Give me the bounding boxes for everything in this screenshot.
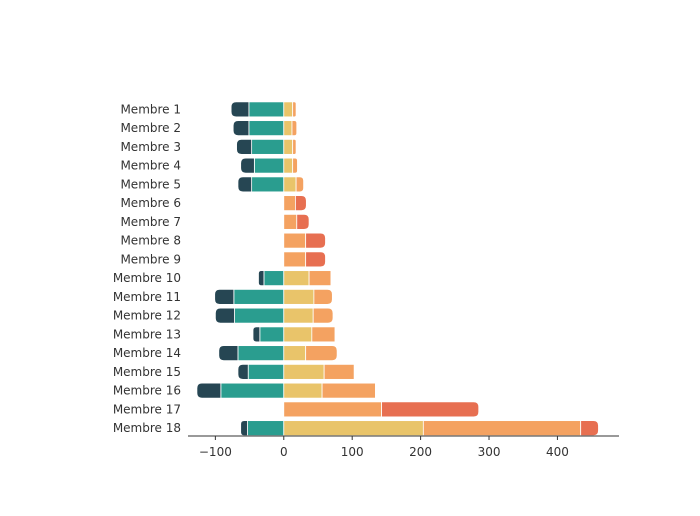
bar-segment [375,382,377,399]
bar-segment [283,213,298,230]
bar-segment [283,345,307,362]
bar-segment [283,138,294,155]
category-label: Membre 2 [120,121,181,135]
bar-segment [214,288,235,305]
bar-segment [283,420,424,437]
bar-segment [312,307,334,324]
bar-segment [283,288,315,305]
bar-segment [381,401,480,418]
bar-segment [305,251,326,268]
bar-segment [232,120,250,137]
bar-segment [283,307,314,324]
category-label: Membre 13 [113,327,181,341]
bar-segment [321,382,376,399]
bar-segment [305,345,338,362]
bar-segment [251,176,285,193]
bar-segment [237,176,253,193]
bar-segment [283,326,313,343]
bar-segment [313,288,333,305]
bar-segment [263,270,285,287]
bar-segment [236,138,253,155]
bar-segment [283,232,307,249]
bar-segment [295,195,307,212]
bar-segment [237,345,285,362]
bar-segment [251,138,285,155]
category-label: Membre 18 [113,421,181,435]
bar-segment [422,420,582,437]
bar-segment [292,157,298,174]
category-label: Membre 12 [113,309,181,323]
bar-segment [292,101,297,118]
category-label: Membre 5 [120,177,181,191]
bar-segment [247,420,285,437]
category-label: Membre 15 [113,365,181,379]
category-label: Membre 3 [120,140,181,154]
bar-segment [252,326,261,343]
bar-segment [580,420,599,437]
bar-segment [295,176,305,193]
category-label: Membre 9 [120,252,181,266]
bar-segment [233,288,285,305]
bar-segment [291,120,298,137]
bar-segment [296,213,310,230]
x-tick-label: 200 [409,445,432,459]
bar-segment [247,363,285,380]
bar-segment [308,270,332,287]
category-label: Membre 1 [120,102,181,116]
bar-segment [292,138,297,155]
bar-segment [323,363,355,380]
category-label: Membre 14 [113,346,181,360]
bar-segment [283,251,307,268]
bar-segment [220,382,285,399]
bar-segment [218,345,239,362]
x-tick-label: 0 [280,445,288,459]
bar-segment [283,270,310,287]
bar-segment [334,326,337,343]
bar-segment [259,326,285,343]
bar-segment [234,307,285,324]
category-label: Membre 8 [120,234,181,248]
bar-segment [237,363,249,380]
bar-segment [283,157,294,174]
category-label: Membre 4 [120,159,181,173]
bar-segment [283,401,383,418]
category-label: Membre 6 [120,196,181,210]
x-tick-label: 100 [341,445,364,459]
bars-layer [196,101,599,437]
y-axis-labels: Membre 1 Membre 2 Membre 3 Membre 4 Membre 5… [113,102,181,435]
category-label: Membre 16 [113,384,181,398]
bar-segment [214,307,235,324]
category-label: Membre 17 [113,402,181,416]
bar-segment [283,120,293,137]
bar-segment [240,420,248,437]
bar-segment [283,101,294,118]
x-axis-ticks: −100 0 100 200 300 400 [199,436,569,459]
bar-segment [248,101,285,118]
bar-segment [311,326,336,343]
category-label: Membre 11 [113,290,181,304]
bar-segment [258,270,265,287]
x-tick-label: 400 [546,445,569,459]
bar-segment [330,270,333,287]
bar-segment [353,363,356,380]
bar-segment [305,232,326,249]
x-tick-label: −100 [199,445,232,459]
category-label: Membre 7 [120,215,181,229]
bar-segment [283,195,296,212]
category-label: Membre 10 [113,271,181,285]
bar-segment [253,157,285,174]
x-tick-label: 300 [478,445,501,459]
bar-segment [240,157,255,174]
bar-segment [248,120,285,137]
bar-segment [283,382,323,399]
bar-segment [283,176,297,193]
bar-segment [283,363,325,380]
bar-segment [230,101,250,118]
bar-segment [196,382,222,399]
